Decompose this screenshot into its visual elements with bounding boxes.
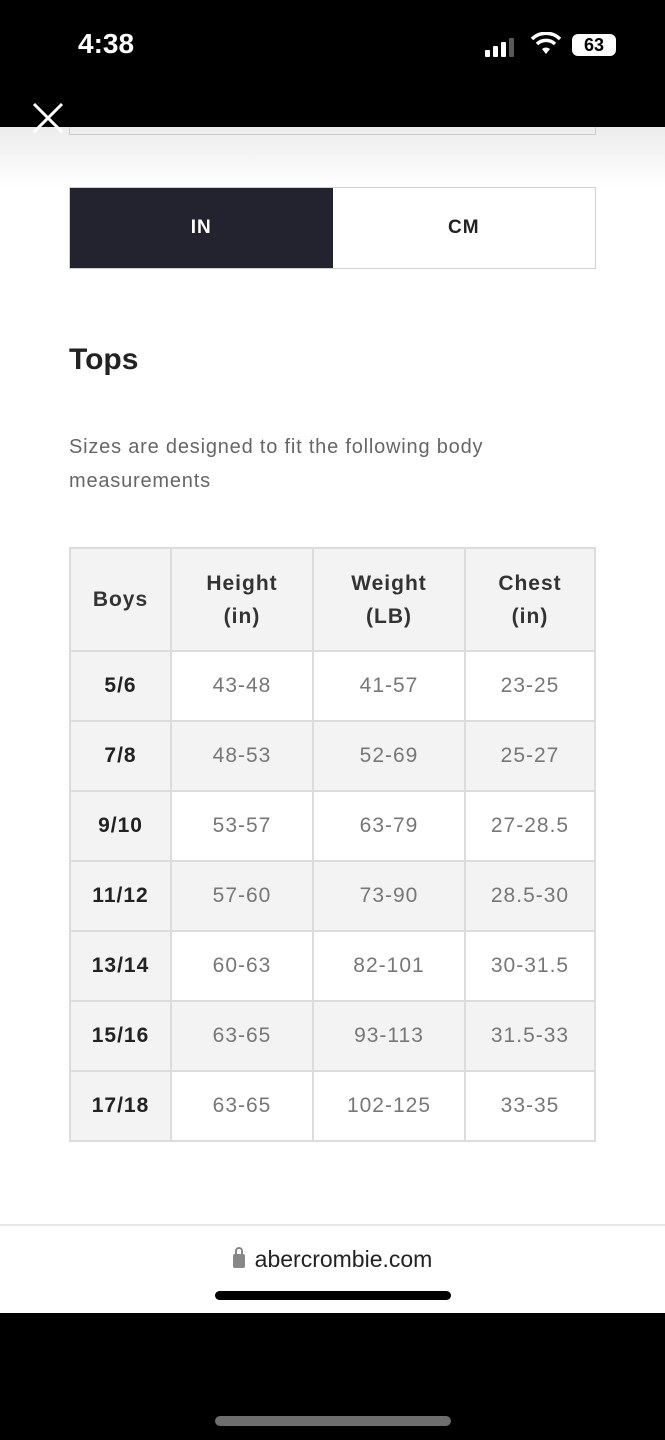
measurement-cell: 93-113 <box>312 1000 466 1072</box>
column-header: Height (in) <box>170 547 314 652</box>
table-row: 17/18 63-65 102-125 33-35 <box>69 1070 596 1142</box>
previous-section-box <box>69 127 596 135</box>
measurement-cell: 52-69 <box>312 720 466 792</box>
measurement-cell: 63-79 <box>312 790 466 862</box>
measurement-cell: 57-60 <box>170 860 314 932</box>
size-chart-table: Boys Height (in) Weight (LB) Chest (in) 5/6… <box>69 547 596 1142</box>
measurement-cell: 30-31.5 <box>464 930 596 1002</box>
measurement-cell: 31.5-33 <box>464 1000 596 1072</box>
unit-cm-button[interactable]: CM <box>332 188 595 268</box>
size-cell: 13/14 <box>69 930 172 1002</box>
measurement-cell: 63-65 <box>170 1070 314 1142</box>
battery-icon: 63 <box>572 34 616 56</box>
home-indicator <box>215 1291 451 1300</box>
close-icon[interactable] <box>30 100 66 136</box>
column-header: Weight (LB) <box>312 547 466 652</box>
table-row: 15/16 63-65 93-113 31.5-33 <box>69 1000 596 1072</box>
unit-in-button[interactable]: IN <box>70 188 333 268</box>
measurement-cell: 28.5-30 <box>464 860 596 932</box>
lock-icon <box>232 1247 245 1268</box>
clock: 4:38 <box>78 28 135 59</box>
measurement-cell: 60-63 <box>170 930 314 1002</box>
measurement-cell: 82-101 <box>312 930 466 1002</box>
column-header: Chest (in) <box>464 547 596 652</box>
measurement-cell: 25-27 <box>464 720 596 792</box>
table-row: 11/12 57-60 73-90 28.5-30 <box>69 860 596 932</box>
measurement-cell: 73-90 <box>312 860 466 932</box>
scroll-fade <box>0 127 665 187</box>
measurement-cell: 27-28.5 <box>464 790 596 862</box>
size-cell: 5/6 <box>69 650 172 722</box>
table-row: 5/6 43-48 41-57 23-25 <box>69 650 596 722</box>
measurement-cell: 43-48 <box>170 650 314 722</box>
measurement-cell: 102-125 <box>312 1070 466 1142</box>
status-bar: 4:38 63 <box>0 0 665 127</box>
measurement-cell: 53-57 <box>170 790 314 862</box>
measurement-cell: 63-65 <box>170 1000 314 1072</box>
column-header: Boys <box>69 547 172 652</box>
wifi-icon <box>531 32 561 54</box>
cellular-signal-icon <box>485 38 514 57</box>
size-cell: 7/8 <box>69 720 172 792</box>
unit-toggle: IN CM <box>69 187 596 269</box>
size-cell: 15/16 <box>69 1000 172 1072</box>
table-row: 7/8 48-53 52-69 25-27 <box>69 720 596 792</box>
url-text: abercrombie.com <box>254 1246 433 1272</box>
measurement-cell: 33-35 <box>464 1070 596 1142</box>
home-indicator-outer <box>215 1416 451 1426</box>
table-row: 9/10 53-57 63-79 27-28.5 <box>69 790 596 862</box>
measurement-cell: 41-57 <box>312 650 466 722</box>
size-cell: 11/12 <box>69 860 172 932</box>
section-title: Tops <box>69 343 139 376</box>
measurement-cell: 23-25 <box>464 650 596 722</box>
table-row: 13/14 60-63 82-101 30-31.5 <box>69 930 596 1002</box>
section-description: Sizes are designed to fit the following … <box>69 436 484 492</box>
size-cell: 17/18 <box>69 1070 172 1142</box>
measurement-cell: 48-53 <box>170 720 314 792</box>
size-cell: 9/10 <box>69 790 172 862</box>
